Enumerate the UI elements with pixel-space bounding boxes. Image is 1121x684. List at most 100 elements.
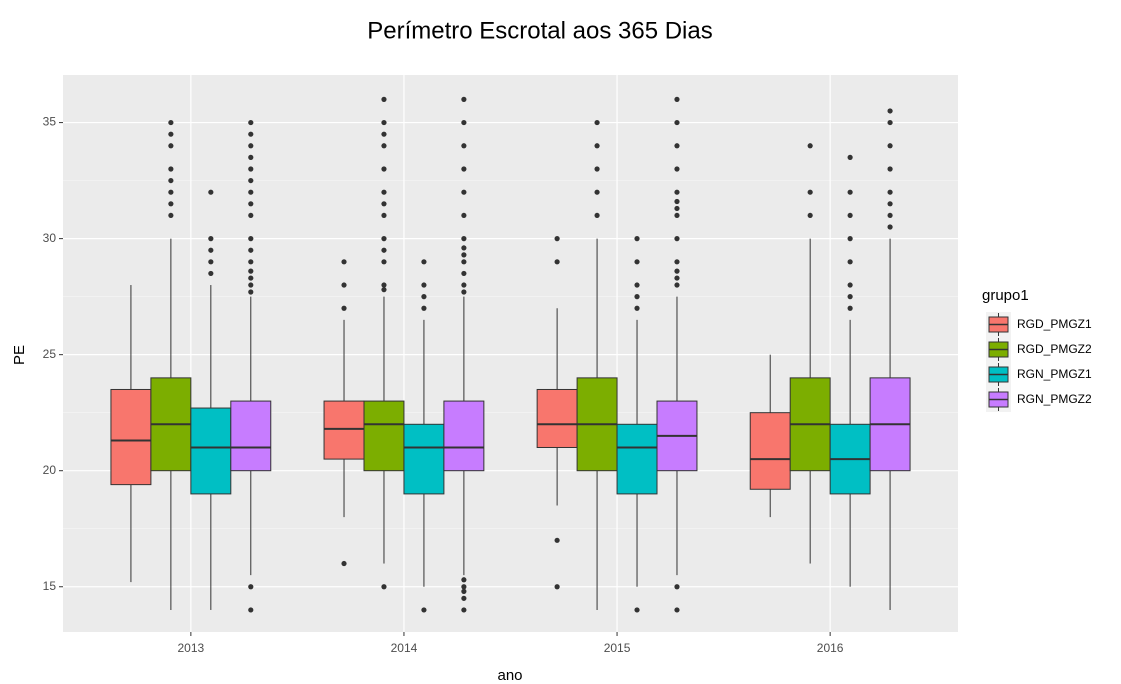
outlier (461, 96, 467, 102)
outlier (674, 268, 680, 274)
outlier (421, 259, 427, 265)
outlier (461, 236, 467, 242)
outlier (381, 143, 387, 149)
box (749, 412, 791, 490)
chart-title: Perímetro Escrotal aos 365 Dias (367, 17, 712, 44)
outlier (847, 282, 853, 288)
outlier (381, 131, 387, 137)
outlier (248, 189, 254, 195)
outlier (674, 282, 680, 288)
box (536, 388, 578, 448)
outlier (168, 166, 174, 172)
y-axis-label: PE (11, 345, 28, 365)
outlier (248, 289, 254, 295)
outlier (634, 305, 640, 311)
outlier (381, 166, 387, 172)
outlier (461, 584, 467, 590)
outlier (807, 189, 813, 195)
box (363, 400, 405, 472)
outlier (341, 259, 347, 265)
outlier (847, 305, 853, 311)
outlier (248, 201, 254, 207)
outlier (887, 224, 893, 230)
y-tick-label: 30 (43, 231, 57, 245)
outlier (421, 607, 427, 613)
outlier (168, 212, 174, 219)
outlier (634, 236, 640, 242)
outlier (887, 189, 893, 195)
outlier (381, 259, 387, 265)
outlier (674, 275, 680, 281)
outlier (674, 143, 680, 149)
outlier (594, 143, 600, 149)
plot-panel (63, 75, 958, 632)
outlier (248, 282, 254, 288)
box (110, 388, 152, 486)
legend-label: RGD_PMGZ2 (1017, 342, 1092, 356)
outlier (807, 143, 813, 149)
outlier (168, 143, 174, 149)
outlier (341, 282, 347, 288)
outlier (847, 189, 853, 195)
outlier (674, 584, 680, 590)
y-tick-label: 35 (43, 115, 57, 129)
outlier (461, 119, 467, 126)
outlier (461, 577, 467, 583)
legend-label: RGD_PMGZ1 (1017, 317, 1092, 331)
x-tick-label: 2016 (817, 641, 844, 655)
outlier (381, 287, 387, 293)
outlier (248, 584, 254, 590)
outlier (674, 607, 680, 613)
outlier (634, 259, 640, 265)
box (190, 407, 232, 495)
legend-label: RGN_PMGZ1 (1017, 367, 1092, 381)
outlier (381, 119, 387, 126)
outlier (461, 212, 467, 219)
outlier (381, 201, 387, 207)
outlier (887, 119, 893, 126)
outlier (461, 270, 467, 277)
outlier (248, 119, 254, 126)
outlier (554, 259, 560, 265)
outlier (168, 177, 174, 184)
outlier (168, 201, 174, 207)
outlier (168, 189, 174, 195)
outlier (381, 189, 387, 195)
outlier (674, 166, 680, 172)
outlier (461, 259, 467, 265)
outlier (461, 166, 467, 172)
outlier (248, 236, 254, 242)
outlier (248, 166, 254, 172)
outlier (248, 154, 254, 160)
outlier (461, 189, 467, 195)
legend-label: RGN_PMGZ2 (1017, 392, 1092, 406)
outlier (887, 166, 893, 172)
outlier (594, 119, 600, 126)
outlier (847, 294, 853, 300)
outlier (208, 236, 214, 242)
outlier (341, 305, 347, 311)
outlier (674, 236, 680, 242)
x-tick-label: 2014 (391, 641, 418, 655)
x-tick-label: 2015 (604, 641, 631, 655)
outlier (208, 247, 214, 253)
outlier (421, 282, 427, 288)
outlier (461, 143, 467, 149)
outlier (634, 607, 640, 613)
outlier (381, 282, 387, 288)
outlier (421, 305, 427, 311)
outlier (594, 189, 600, 195)
legend-title: grupo1 (982, 287, 1029, 304)
outlier (381, 96, 387, 102)
outlier (674, 119, 680, 126)
outlier (168, 131, 174, 137)
x-axis-label: ano (497, 667, 522, 684)
outlier (208, 259, 214, 265)
outlier (847, 212, 853, 219)
outlier (887, 143, 893, 149)
box (443, 400, 485, 472)
outlier (554, 584, 560, 590)
outlier (674, 189, 680, 195)
outlier (887, 108, 893, 114)
